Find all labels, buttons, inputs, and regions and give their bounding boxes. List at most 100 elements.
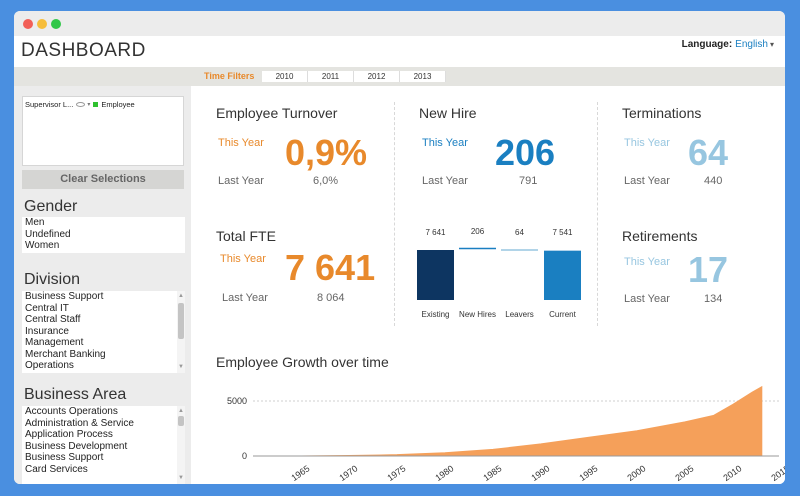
- business-area-scrollbar[interactable]: ▲ ▼: [177, 406, 185, 484]
- terminations-last-year-label: Last Year: [624, 175, 670, 187]
- year-filter-2012[interactable]: 2012: [354, 71, 400, 82]
- retirements-this-year-label: This Year: [624, 256, 670, 268]
- division-facet-title: Division: [24, 271, 81, 288]
- terminations-title: Terminations: [622, 105, 702, 121]
- employee-growth-chart: 0 5000 1965 1970 1975 1980 1985 1990 1995 2000 200…: [227, 385, 785, 483]
- x-tick-label: 1980: [433, 463, 455, 483]
- division-scrollbar[interactable]: ▲ ▼: [177, 291, 185, 373]
- selected-status-icon: [93, 102, 99, 107]
- y-tick-label: 0: [242, 451, 247, 461]
- selection-row[interactable]: Supervisor L... ▾ Employee: [25, 100, 135, 109]
- waterfall-category-label: New Hires: [459, 310, 496, 319]
- x-tick-label: 2010: [721, 463, 743, 483]
- x-tick-label: 1985: [481, 463, 503, 483]
- waterfall-data-label: 7 541: [552, 228, 573, 237]
- app-header: DASHBOARD Language: English ▾: [14, 36, 785, 66]
- lasso-icon[interactable]: [76, 102, 86, 107]
- year-filter-2010[interactable]: 2010: [262, 71, 308, 82]
- list-item[interactable]: Management: [25, 337, 84, 348]
- retirements-last-year-value: 134: [704, 293, 723, 305]
- current-selections-box: Supervisor L... ▾ Employee: [22, 96, 184, 166]
- list-item[interactable]: Central IT: [25, 302, 69, 314]
- x-tick-label: 1965: [289, 463, 311, 483]
- maximize-window-icon[interactable]: [51, 19, 61, 29]
- waterfall-data-label: 7 641: [425, 228, 446, 237]
- close-window-icon[interactable]: [23, 19, 33, 29]
- clear-selections-button[interactable]: Clear Selections: [22, 170, 184, 189]
- list-item[interactable]: Men: [25, 217, 45, 228]
- terminations-this-year-label: This Year: [624, 137, 670, 149]
- turnover-this-year-value: 0,9%: [285, 132, 368, 173]
- list-item[interactable]: Operations: [25, 360, 74, 371]
- gender-list: Men Undefined Women: [22, 217, 185, 253]
- selection-value: Employee: [101, 100, 135, 109]
- fte-waterfall-chart: 7 641 Existing 206 New Hires 64 Leavers 7 541 C…: [417, 227, 581, 319]
- minimize-window-icon[interactable]: [37, 19, 47, 29]
- scroll-thumb[interactable]: [178, 416, 184, 426]
- new-hire-last-year-label: Last Year: [422, 175, 468, 187]
- turnover-last-year-value: 6,0%: [313, 175, 339, 187]
- waterfall-data-label: 206: [471, 227, 485, 236]
- retirements-last-year-label: Last Year: [624, 293, 670, 305]
- terminations-this-year-value: 64: [688, 132, 729, 173]
- scroll-up-icon[interactable]: ▲: [178, 408, 184, 414]
- scroll-thumb[interactable]: [178, 303, 184, 339]
- growth-chart-title: Employee Growth over time: [216, 354, 389, 370]
- business-area-facet-title: Business Area: [24, 386, 127, 403]
- list-item[interactable]: Merchant Banking: [25, 348, 106, 360]
- x-tick-label: 1975: [385, 463, 407, 483]
- waterfall-data-label: 64: [515, 228, 524, 237]
- list-item[interactable]: Application Process: [25, 429, 113, 440]
- fte-last-year-value: 8 064: [317, 292, 345, 304]
- scroll-up-icon[interactable]: ▲: [178, 293, 184, 299]
- page-title: DASHBOARD: [21, 40, 146, 61]
- year-filter-list: 2010 2011 2012 2013: [262, 71, 446, 82]
- division-list: Business Support Central IT Central Staf…: [22, 291, 185, 373]
- app-window: DASHBOARD Language: English ▾ Time Filters…: [14, 11, 785, 484]
- new-hire-this-year-label: This Year: [422, 137, 468, 149]
- fte-this-year-value: 7 641: [285, 247, 376, 288]
- list-item[interactable]: Insurance: [25, 325, 69, 337]
- fte-last-year-label: Last Year: [222, 292, 268, 304]
- list-item[interactable]: Administration & Service: [25, 417, 134, 429]
- scroll-down-icon[interactable]: ▼: [178, 474, 184, 481]
- x-tick-label: 2005: [673, 463, 695, 483]
- time-filters-label: Time Filters: [204, 71, 255, 81]
- chevron-down-icon[interactable]: ▾: [769, 40, 774, 49]
- language-value[interactable]: English: [735, 39, 768, 50]
- y-tick-label: 5000: [227, 396, 247, 406]
- x-tick-label: 1990: [529, 463, 551, 483]
- waterfall-category-label: Existing: [421, 310, 449, 319]
- language-selector[interactable]: Language: English ▾: [682, 39, 774, 50]
- business-area-list: Accounts Operations Administration & Ser…: [22, 406, 185, 484]
- list-item[interactable]: Central Staff: [25, 314, 81, 325]
- x-tick-label: 1995: [577, 463, 599, 483]
- turnover-this-year-label: This Year: [218, 137, 264, 149]
- list-item[interactable]: Business Development: [25, 440, 128, 452]
- x-tick-label: 1970: [337, 463, 359, 483]
- list-item[interactable]: Undefined: [25, 228, 71, 240]
- time-filter-bar: Time Filters 2010 2011 2012 2013: [14, 67, 785, 86]
- fte-this-year-label: This Year: [220, 253, 266, 265]
- x-tick-label: 2000: [625, 463, 647, 483]
- turnover-title: Employee Turnover: [216, 105, 338, 121]
- waterfall-bar: [417, 250, 454, 300]
- list-item[interactable]: Accounts Operations: [25, 406, 118, 417]
- filter-sidebar: Supervisor L... ▾ Employee Clear Selecti…: [14, 86, 191, 484]
- column-divider: [394, 102, 395, 326]
- chevron-down-icon[interactable]: ▾: [87, 102, 91, 108]
- scroll-down-icon[interactable]: ▼: [178, 363, 184, 370]
- year-filter-2013[interactable]: 2013: [400, 71, 446, 82]
- new-hire-this-year-value: 206: [495, 132, 556, 173]
- list-item[interactable]: Card Services: [25, 463, 88, 475]
- growth-area-series: [253, 385, 763, 457]
- waterfall-bar: [544, 250, 581, 300]
- list-item[interactable]: Women: [25, 240, 60, 251]
- list-item[interactable]: Business Support: [25, 291, 104, 302]
- terminations-last-year-value: 440: [704, 175, 723, 187]
- selection-field: Supervisor L...: [25, 100, 74, 109]
- column-divider: [597, 102, 598, 326]
- year-filter-2011[interactable]: 2011: [308, 71, 354, 82]
- language-label: Language:: [681, 39, 733, 50]
- list-item[interactable]: Business Support: [25, 452, 104, 463]
